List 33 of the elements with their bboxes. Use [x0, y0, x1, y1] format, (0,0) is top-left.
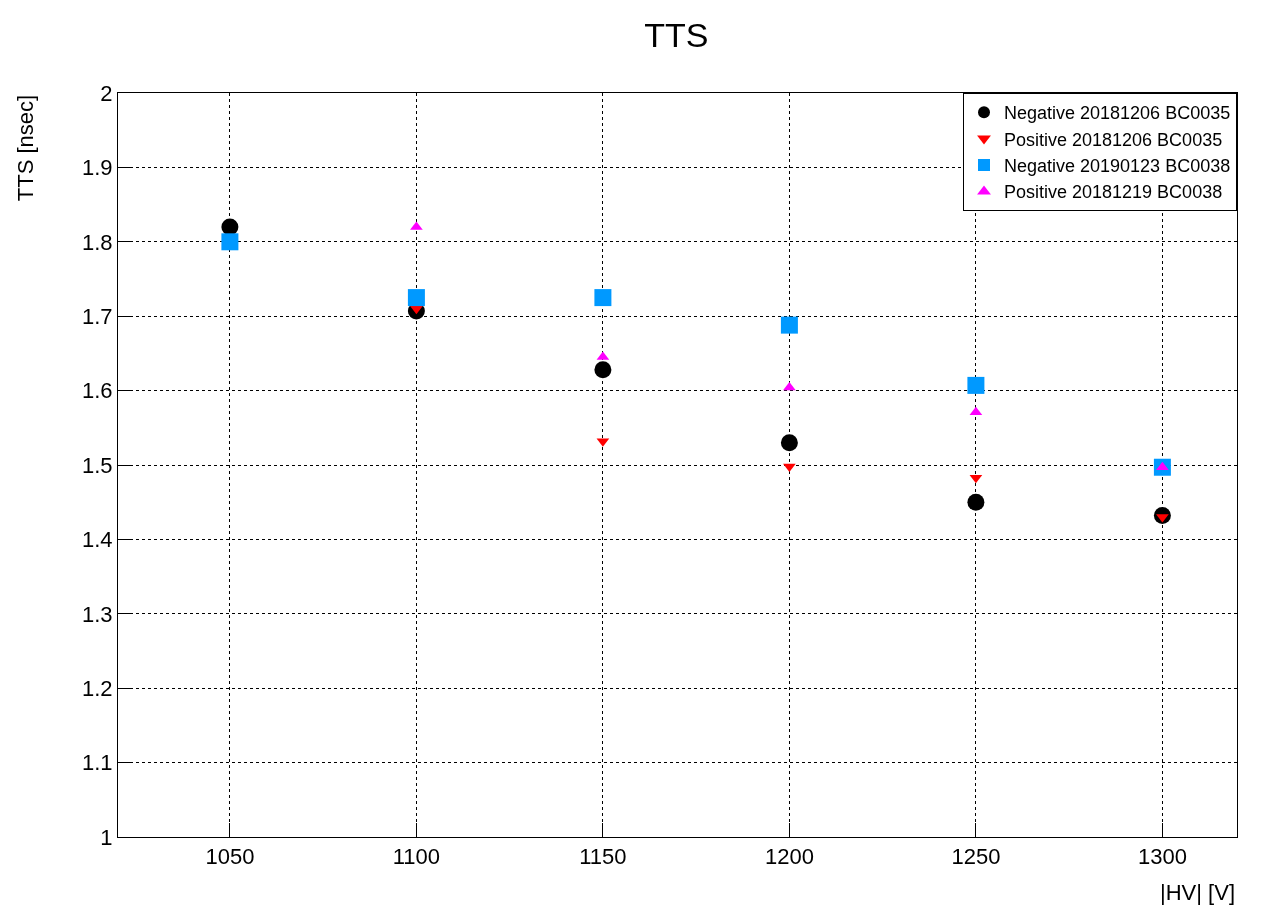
- y-tick-label: 1.3: [82, 601, 113, 627]
- y-tick-label: 1.9: [82, 155, 113, 181]
- x-tick-label: 1050: [205, 844, 255, 870]
- point: [969, 474, 983, 484]
- point: [594, 289, 612, 307]
- legend-label: Negative 20190123 BC0038: [1004, 156, 1231, 177]
- y-axis-title: TTS [nsec]: [13, 94, 39, 202]
- point: [780, 316, 798, 334]
- y-tick-label: 1.2: [82, 675, 113, 701]
- point: [594, 361, 612, 379]
- x-tick-label: 1300: [1137, 844, 1187, 870]
- point: [967, 376, 985, 394]
- point: [780, 434, 798, 452]
- x-tick-label: 1100: [392, 844, 441, 870]
- x-tick-label: 1250: [951, 844, 1001, 870]
- y-tick-label: 1.1: [82, 750, 113, 776]
- x-axis-title: |HV| [V]: [1160, 880, 1236, 905]
- chart-title: TTS: [644, 15, 709, 54]
- y-tick-label: 1.6: [82, 378, 113, 404]
- y-tick-label: 1.8: [82, 229, 113, 255]
- point: [967, 493, 985, 511]
- y-tick-label: 2: [100, 80, 113, 106]
- legend-label: Negative 20181206 BC0035: [1004, 103, 1231, 124]
- y-tick-label: 1.7: [82, 303, 113, 329]
- y-tick-label: 1.5: [82, 452, 113, 478]
- x-tick-label: 1150: [579, 844, 627, 870]
- x-tick-label: 1200: [764, 844, 814, 870]
- y-tick-label: 1.4: [82, 527, 113, 553]
- y-tick-label: 1: [100, 824, 113, 850]
- point: [407, 289, 425, 307]
- point: [221, 233, 239, 251]
- legend-label: Positive 20181206 BC0035: [1004, 129, 1223, 150]
- legend-label: Positive 20181219 BC0038: [1004, 182, 1223, 203]
